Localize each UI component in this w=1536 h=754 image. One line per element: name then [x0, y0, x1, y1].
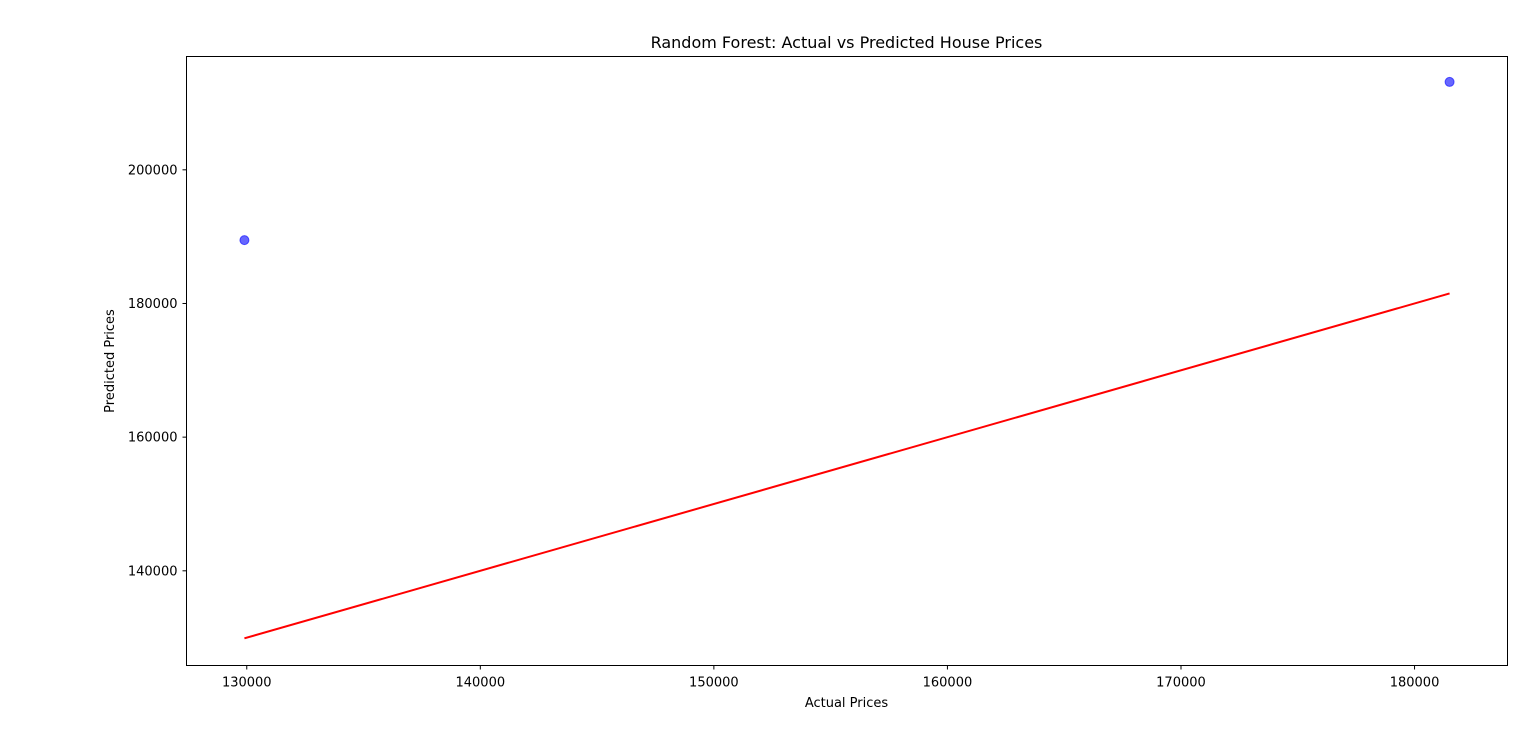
x-axis-label: Actual Prices [805, 696, 889, 711]
y-tick-label-160000: 160000 [128, 431, 178, 446]
x-tick-label-130000: 130000 [222, 676, 272, 691]
y-tick-label-140000: 140000 [128, 564, 178, 579]
x-tick-label-140000: 140000 [455, 676, 505, 691]
data-point-2 [1444, 76, 1455, 87]
data-point-1 [239, 235, 250, 246]
chart-title: Random Forest: Actual vs Predicted House… [651, 33, 1043, 52]
y-tick-label-180000: 180000 [128, 297, 178, 312]
reference-line [244, 292, 1450, 640]
y-axis-label: Predicted Prices [103, 309, 118, 413]
plot-area [239, 76, 1455, 640]
x-axis: 130000 140000 150000 160000 170000 180000 [222, 665, 1440, 691]
plot-frame [186, 56, 1508, 666]
x-tick-label-160000: 160000 [923, 676, 973, 691]
y-axis: 140000 160000 180000 200000 [128, 163, 187, 579]
x-tick-label-180000: 180000 [1390, 676, 1440, 691]
y-tick-label-200000: 200000 [128, 163, 178, 178]
x-tick-label-150000: 150000 [689, 676, 739, 691]
x-tick-label-170000: 170000 [1156, 676, 1206, 691]
